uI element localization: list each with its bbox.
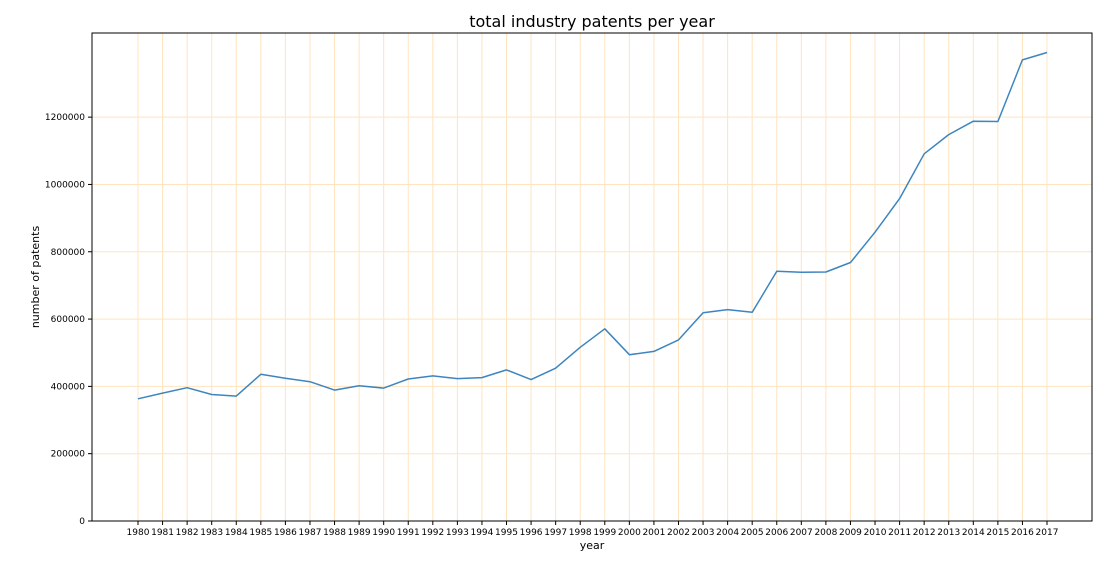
x-tick-label: 2002 (667, 528, 690, 538)
x-tick-label: 2006 (765, 528, 788, 538)
x-tick-label: 2000 (618, 528, 641, 538)
x-tick-label: 1983 (200, 528, 223, 538)
x-tick-label: 1992 (421, 528, 444, 538)
x-tick-label: 1984 (225, 528, 248, 538)
y-tick-label: 1200000 (45, 113, 85, 123)
x-tick-label: 1988 (323, 528, 346, 538)
x-tick-label: 1989 (348, 528, 371, 538)
plot-frame (92, 33, 1092, 521)
x-tick-label: 2011 (888, 528, 911, 538)
x-tick-label: 2003 (692, 528, 715, 538)
x-axis-label: year (580, 539, 605, 552)
y-tick-label: 1000000 (45, 180, 85, 190)
x-tick-label: 1990 (372, 528, 395, 538)
chart-title: total industry patents per year (469, 12, 715, 31)
y-tick-label: 200000 (51, 450, 86, 460)
series-layer (138, 53, 1047, 399)
x-tick-label: 1987 (299, 528, 322, 538)
y-tick-label: 0 (79, 517, 85, 527)
series-line (138, 53, 1047, 399)
x-tick-label: 1980 (127, 528, 150, 538)
x-tick-label: 2008 (814, 528, 837, 538)
x-tick-label: 2005 (741, 528, 764, 538)
x-tick-label: 1995 (495, 528, 518, 538)
y-axis-label: number of patents (29, 226, 42, 329)
grid (92, 33, 1092, 521)
x-tick-label: 1991 (397, 528, 420, 538)
x-tick-label: 1998 (569, 528, 592, 538)
x-tick-label: 1994 (470, 528, 493, 538)
x-tick-label: 1993 (446, 528, 469, 538)
x-tick-label: 2017 (1036, 528, 1059, 538)
x-tick-label: 2004 (716, 528, 739, 538)
y-tick-label: 400000 (51, 382, 86, 392)
y-tick-label: 600000 (51, 315, 86, 325)
x-tick-label: 2007 (790, 528, 813, 538)
x-tick-label: 1996 (520, 528, 543, 538)
x-tick-label: 2016 (1011, 528, 1034, 538)
x-tick-label: 1985 (249, 528, 272, 538)
x-tick-label: 1986 (274, 528, 297, 538)
y-tick-label: 800000 (51, 248, 86, 258)
x-axis-ticks: 1980198119821983198419851986198719881989… (127, 521, 1059, 538)
x-tick-label: 2015 (986, 528, 1009, 538)
x-tick-label: 2009 (839, 528, 862, 538)
x-tick-label: 1997 (544, 528, 567, 538)
x-tick-label: 2014 (962, 528, 985, 538)
x-tick-label: 1981 (151, 528, 174, 538)
x-tick-label: 1982 (176, 528, 199, 538)
x-tick-label: 1999 (593, 528, 616, 538)
x-tick-label: 2013 (937, 528, 960, 538)
x-tick-label: 2012 (913, 528, 936, 538)
y-axis-ticks: 0 200000 400000 600000 800000 1000000 1200000 (45, 113, 92, 527)
x-tick-label: 2001 (642, 528, 665, 538)
x-tick-label: 2010 (864, 528, 887, 538)
